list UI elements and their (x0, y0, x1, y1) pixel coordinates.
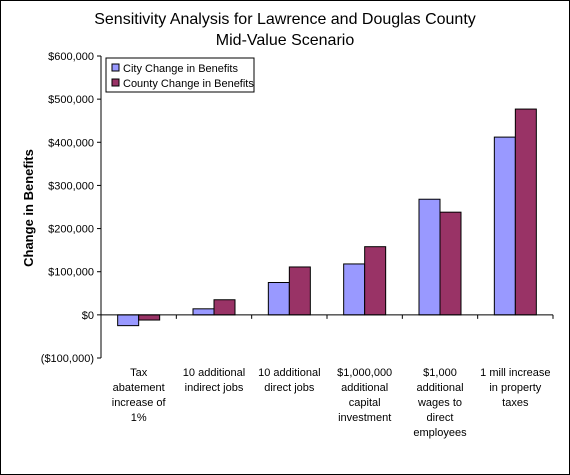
x-tick-label: 10 additional indirect jobs (183, 367, 245, 394)
legend: City Change in Benefits County Change in … (105, 57, 255, 93)
bar (213, 299, 236, 316)
bar (192, 308, 215, 316)
bar (439, 211, 462, 316)
y-axis-label: Change in Benefits (21, 149, 36, 267)
y-tick-label: ($100,000) (41, 353, 94, 365)
bar (364, 246, 387, 316)
bar (514, 108, 537, 316)
legend-box (105, 57, 255, 93)
x-tick-label: $1,000 additional wages to direct employees (413, 367, 467, 439)
x-tick-label: 1 mill increase in property taxes (480, 367, 550, 409)
y-tick-label: $400,000 (48, 137, 94, 149)
bar (117, 314, 140, 327)
y-tick-label: $600,000 (48, 51, 94, 63)
chart-subtitle: Mid-Value Scenario (216, 32, 355, 49)
legend-swatch (111, 78, 120, 87)
bar (343, 263, 366, 316)
y-tick-label: $0 (82, 310, 94, 322)
chart-title: Sensitivity Analysis for Lawrence and Do… (94, 11, 476, 28)
y-tick-label: $500,000 (48, 94, 94, 106)
x-tick-label: Tax abatement increase of 1% (112, 367, 167, 424)
x-tick-label: $1,000,000 additional capital investment (337, 367, 392, 424)
bar (138, 314, 161, 321)
bar (493, 136, 516, 316)
bar (267, 282, 290, 316)
legend-entry-label: County Change in Benefits (123, 78, 254, 90)
legend-swatch (111, 63, 120, 72)
y-tick-label: $200,000 (48, 224, 94, 236)
bar (418, 198, 441, 316)
plot-area: $600,000 $500,000 $400,000 $300,000 $200,000… (41, 51, 554, 439)
y-tick-label: $300,000 (48, 180, 94, 192)
legend-entry-label: City Change in Benefits (123, 63, 238, 75)
x-tick-label: 10 additional direct jobs (258, 367, 320, 394)
y-tick-label: $100,000 (48, 267, 94, 279)
bar (288, 266, 311, 316)
